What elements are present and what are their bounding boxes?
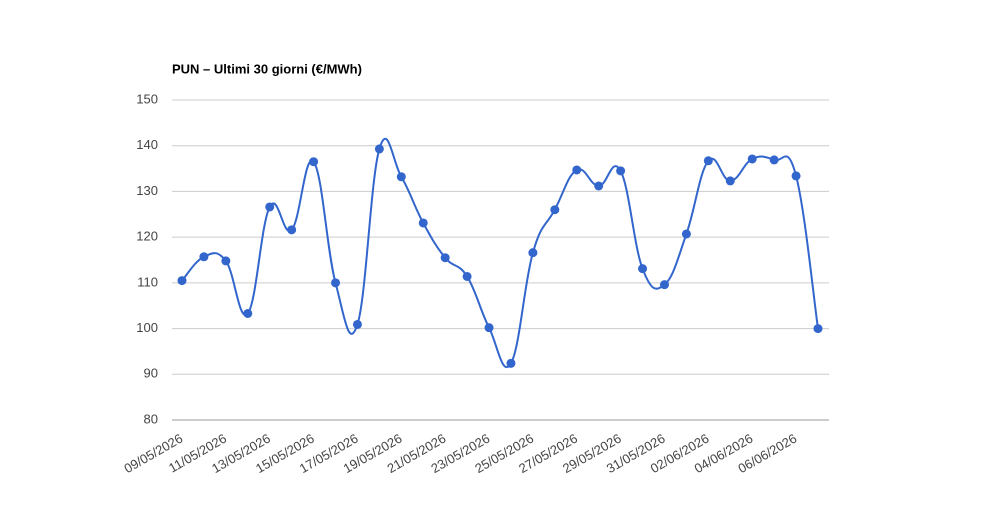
y-tick-label: 150 bbox=[136, 91, 158, 106]
y-tick-label: 110 bbox=[137, 274, 158, 289]
point bbox=[791, 171, 801, 181]
point bbox=[703, 156, 713, 166]
point bbox=[659, 280, 669, 290]
point bbox=[769, 155, 779, 165]
y-tick-label: 80 bbox=[144, 411, 158, 426]
point bbox=[484, 323, 494, 333]
point bbox=[813, 324, 823, 334]
point bbox=[725, 176, 735, 186]
y-tick-label: 100 bbox=[136, 320, 158, 335]
y-tick-label: 120 bbox=[136, 229, 158, 244]
point bbox=[528, 248, 538, 258]
point bbox=[221, 256, 231, 266]
point bbox=[287, 225, 297, 235]
point bbox=[681, 229, 691, 239]
point bbox=[440, 253, 450, 263]
point bbox=[374, 144, 384, 154]
point bbox=[352, 319, 362, 329]
point bbox=[616, 166, 626, 176]
y-tick-label: 130 bbox=[136, 183, 158, 198]
point bbox=[396, 172, 406, 182]
point bbox=[177, 276, 187, 286]
point bbox=[747, 154, 757, 164]
point bbox=[594, 181, 604, 191]
point bbox=[550, 205, 560, 215]
point bbox=[265, 202, 275, 212]
point bbox=[199, 252, 209, 262]
y-tick-label: 140 bbox=[136, 137, 158, 152]
point bbox=[331, 278, 341, 288]
point bbox=[243, 308, 253, 318]
point bbox=[418, 218, 428, 228]
chart-title: PUN – Ultimi 30 giorni (€/MWh) bbox=[172, 61, 362, 76]
point bbox=[506, 358, 516, 368]
point bbox=[309, 157, 319, 167]
point bbox=[572, 165, 582, 175]
y-tick-label: 90 bbox=[144, 366, 158, 381]
point bbox=[462, 271, 472, 281]
point bbox=[638, 264, 648, 274]
